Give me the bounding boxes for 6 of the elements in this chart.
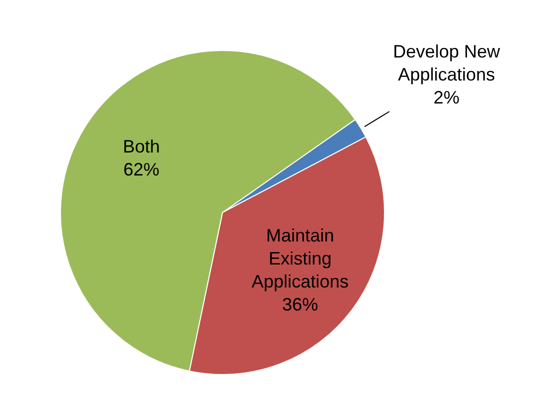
slice-label: Both <box>122 136 160 156</box>
slice-label: Develop New Applications <box>392 42 502 85</box>
slice-label: Maintain Existing Applications <box>252 225 349 292</box>
data-label: 36% <box>282 294 318 314</box>
data-label: 2% <box>434 88 460 108</box>
data-label: 62% <box>123 159 160 180</box>
